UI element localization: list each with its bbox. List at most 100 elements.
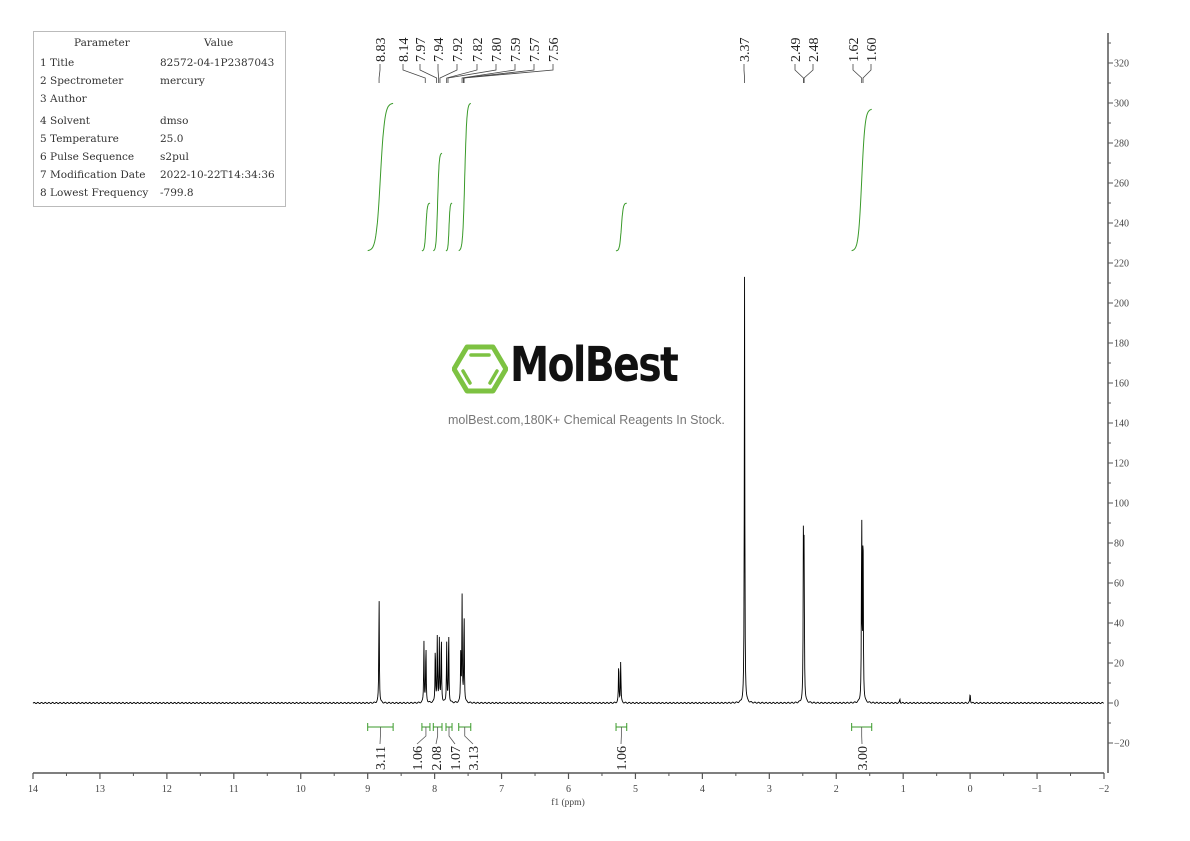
x-tick-label: 1: [901, 784, 906, 795]
y-tick-label: 320: [1114, 59, 1129, 70]
y-tick-label: 240: [1114, 219, 1129, 230]
y-tick-label: 220: [1114, 259, 1129, 270]
x-tick-label: 9: [365, 784, 370, 795]
integral-value: 1.07: [449, 746, 464, 771]
parameter-row: 6 Pulse Sequence s2pul: [34, 148, 285, 166]
y-tick-label: 40: [1114, 619, 1124, 630]
brand-name: MolBest: [510, 337, 679, 393]
peak-label: 1.62: [847, 38, 862, 63]
parameter-row: 1 Title 82572-04-1P2387043: [34, 54, 285, 72]
x-tick-label: 12: [162, 784, 172, 795]
y-tick-label: 260: [1114, 179, 1129, 190]
parameter-value: 25.0: [160, 133, 184, 145]
integral-curve: [421, 202, 431, 252]
peak-label: 7.97: [414, 38, 429, 63]
x-tick-label: 8: [432, 784, 437, 795]
parameter-label: 7 Modification Date: [40, 169, 146, 181]
peak-label-connector: [419, 64, 438, 83]
parameter-row: 3 Author: [34, 90, 285, 108]
y-tick-label: 120: [1114, 459, 1129, 470]
integral-curve: [615, 202, 627, 252]
peak-label: 7.82: [471, 38, 486, 63]
peak-label-connector: [862, 64, 872, 83]
parameter-label: 1 Title: [40, 57, 75, 69]
parameter-label: 8 Lowest Frequency: [40, 187, 149, 199]
peak-label-connector: [803, 64, 814, 83]
y-tick-label: 20: [1114, 659, 1124, 670]
y-tick-label: 100: [1114, 499, 1129, 510]
parameter-label: 6 Pulse Sequence: [40, 151, 135, 163]
peak-label: 7.92: [451, 38, 466, 63]
integral-value: 1.06: [615, 746, 630, 771]
x-axis-label: f1 (ppm): [551, 797, 585, 808]
integral-connector: [416, 727, 427, 745]
header-value: Value: [204, 37, 234, 49]
peak-label-connector: [378, 64, 381, 83]
peak-label: 8.14: [397, 38, 412, 63]
peak-label: 7.57: [528, 38, 543, 63]
integral-value: 3.11: [374, 746, 389, 770]
peak-label: 7.94: [432, 38, 447, 63]
integral-connector: [448, 727, 456, 745]
y-tick-label: 60: [1114, 579, 1124, 590]
parameter-row: 8 Lowest Frequency -799.8: [34, 184, 285, 202]
brand-tagline: molBest.com,180K+ Chemical Reagents In S…: [448, 413, 725, 427]
integral-value: 1.06: [411, 746, 426, 771]
peak-label-connector: [437, 64, 440, 83]
x-tick-label: 0: [968, 784, 973, 795]
parameter-row: 5 Temperature 25.0: [34, 130, 285, 148]
x-tick-label: 13: [95, 784, 105, 795]
parameter-label: 4 Solvent: [40, 115, 91, 127]
integral-curve: [367, 102, 394, 252]
parameter-value: -799.8: [160, 187, 194, 199]
integral-curve: [445, 202, 453, 252]
parameter-value: s2pul: [160, 151, 189, 163]
peak-label-connector: [461, 64, 516, 83]
parameter-row: 2 Spectrometer mercury: [34, 72, 285, 90]
y-tick-label: −20: [1114, 739, 1130, 750]
peak-label: 8.83: [374, 38, 389, 63]
parameter-label: 5 Temperature: [40, 133, 119, 145]
peak-label-connector: [794, 64, 804, 83]
header-parameter: Parameter: [74, 37, 130, 49]
table-header: Parameter Value: [34, 34, 285, 52]
x-tick-label: −2: [1099, 784, 1110, 795]
peak-label-connector: [446, 64, 478, 83]
x-tick-label: 2: [834, 784, 839, 795]
spectrum-line: [32, 276, 1104, 705]
y-tick-label: 200: [1114, 299, 1129, 310]
integral-value: 2.08: [430, 746, 445, 771]
molbest-watermark: MolBest molBest.com,180K+ Chemical Reage…: [448, 337, 752, 433]
peak-label: 3.37: [738, 38, 753, 63]
x-tick-label: 3: [767, 784, 772, 795]
integral-curve: [851, 108, 872, 252]
peak-label-connector: [743, 64, 745, 83]
parameter-row: 4 Solvent dmso: [34, 112, 285, 130]
peak-label-connector: [439, 64, 458, 83]
peak-label-connector: [463, 64, 535, 83]
parameter-label: 2 Spectrometer: [40, 75, 124, 87]
integral-value: 3.13: [467, 746, 482, 771]
peak-label: 7.80: [490, 38, 505, 63]
y-tick-label: 280: [1114, 139, 1129, 150]
x-tick-label: 11: [229, 784, 239, 795]
parameter-value: mercury: [160, 75, 205, 87]
x-tick-label: 7: [499, 784, 504, 795]
peak-label: 7.59: [509, 38, 524, 63]
x-tick-label: 14: [28, 784, 38, 795]
peak-label-connector: [463, 64, 554, 83]
x-tick-label: 10: [296, 784, 306, 795]
peak-label: 1.60: [865, 38, 880, 63]
peak-label: 7.56: [547, 38, 562, 63]
benzene-logo-icon: [452, 344, 508, 394]
parameter-value: 2022-10-22T14:34:36: [160, 169, 275, 181]
y-tick-label: 140: [1114, 419, 1129, 430]
y-tick-label: 80: [1114, 539, 1124, 550]
integral-connector: [464, 727, 474, 745]
x-tick-label: −1: [1032, 784, 1043, 795]
x-tick-label: 6: [566, 784, 571, 795]
peak-label-connector: [402, 64, 426, 83]
y-tick-label: 160: [1114, 379, 1129, 390]
parameter-label: 3 Author: [40, 93, 87, 105]
